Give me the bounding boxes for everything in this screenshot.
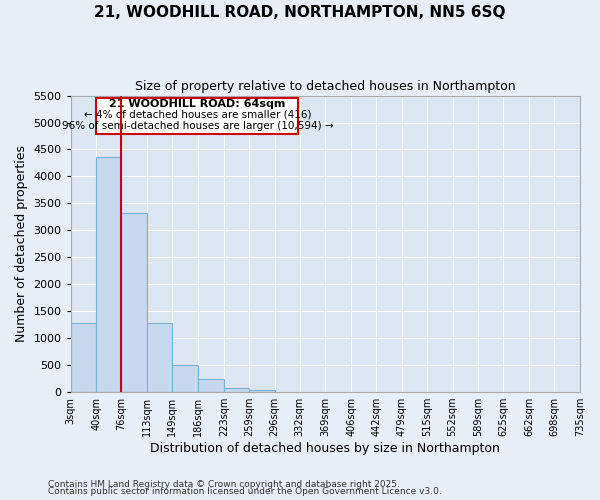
Bar <box>249 390 275 392</box>
Bar <box>97 157 121 392</box>
X-axis label: Distribution of detached houses by size in Northampton: Distribution of detached houses by size … <box>151 442 500 455</box>
Text: ← 4% of detached houses are smaller (416): ← 4% of detached houses are smaller (416… <box>83 110 311 120</box>
Bar <box>71 323 97 392</box>
Y-axis label: Number of detached properties: Number of detached properties <box>15 146 28 342</box>
Title: Size of property relative to detached houses in Northampton: Size of property relative to detached ho… <box>135 80 515 93</box>
Bar <box>198 380 224 392</box>
Bar <box>224 388 249 392</box>
Text: Contains public sector information licensed under the Open Government Licence v3: Contains public sector information licen… <box>48 488 442 496</box>
Bar <box>121 213 147 392</box>
Text: Contains HM Land Registry data © Crown copyright and database right 2025.: Contains HM Land Registry data © Crown c… <box>48 480 400 489</box>
Text: 96% of semi-detached houses are larger (10,594) →: 96% of semi-detached houses are larger (… <box>62 122 333 132</box>
Bar <box>147 322 172 392</box>
Text: 21, WOODHILL ROAD, NORTHAMPTON, NN5 6SQ: 21, WOODHILL ROAD, NORTHAMPTON, NN5 6SQ <box>94 5 506 20</box>
Bar <box>97 98 298 134</box>
Text: 21 WOODHILL ROAD: 64sqm: 21 WOODHILL ROAD: 64sqm <box>109 98 286 108</box>
Bar <box>172 365 198 392</box>
